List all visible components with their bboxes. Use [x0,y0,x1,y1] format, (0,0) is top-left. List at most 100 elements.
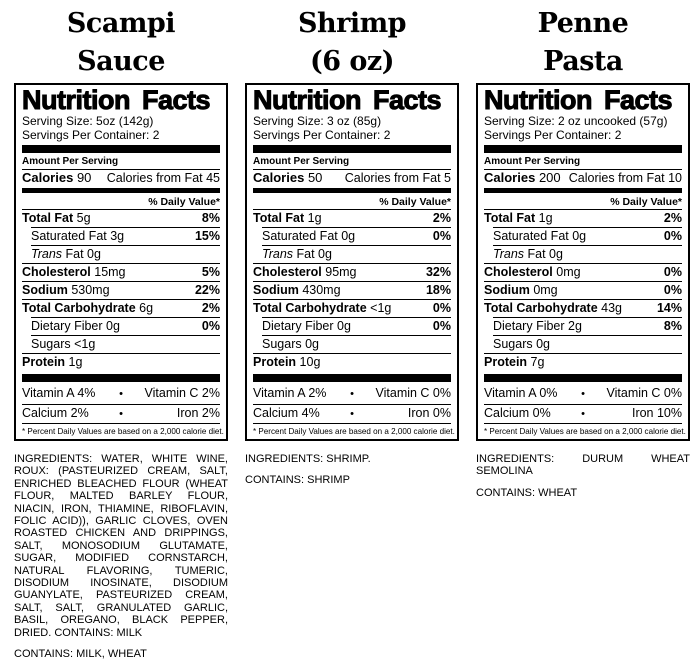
calories-value: Calories 200 [484,170,561,185]
daily-value: 0% [663,229,682,243]
divider-thin [484,299,682,300]
nutrient-amount: Fat 0g [293,247,332,261]
divider-thin [262,245,451,246]
divider-thin [253,263,451,264]
divider-thin [31,335,220,336]
calories-from-fat: Calories from Fat 10 [568,171,682,185]
nutrient-name: Total Fat [253,211,305,225]
nutrient-rows: 8% Total Fat 5g 15% Saturated Fat 3g Trans F… [22,210,220,371]
divider-medium [484,188,682,193]
divider-thin [253,299,451,300]
nutrient-row: 15% Saturated Fat 3g [22,228,220,245]
label-column: Scampi Sauce Nutrition Facts Serving Size… [14,0,228,661]
nutrient-name: Sodium [484,283,530,297]
nutrient-row: 18% Sodium 430mg [253,282,451,299]
servings-per-container: Servings Per Container: 2 [22,128,160,142]
nutrient-name: Saturated Fat [493,229,569,243]
nutrition-facts-panel: Nutrition Facts Serving Size: 5oz (142g)… [14,83,228,441]
nutrient-row: 8% Total Fat 5g [22,210,220,227]
micro-right: Iron 0% [407,405,451,420]
daily-value: 8% [201,211,220,225]
nutrient-row: 0% Saturated Fat 0g [484,228,682,245]
micronutrient-row: Vitamin A 0% • Vitamin C 0% [484,385,682,404]
daily-value: 0% [432,229,451,243]
calories-from-fat: Calories from Fat 45 [106,171,220,185]
product-title: Scampi Sauce [14,0,228,83]
divider-thick [22,145,220,153]
micronutrient-rows: Vitamin A 2% • Vitamin C 0% Calcium 4% • Iron… [253,385,451,423]
nutrient-name: Total Carbohydrate [253,301,367,315]
nutrition-facts-panel: Nutrition Facts Serving Size: 2 oz uncoo… [476,83,690,441]
footnote: * Percent Daily Values are based on a 2,… [22,426,224,436]
daily-value: 22% [194,283,220,297]
product-title-line: Sauce [77,46,165,77]
amount-per-serving-label: Amount Per Serving [253,156,350,167]
nutrient-amount: 3g [106,229,125,243]
nutrient-name: Trans [262,247,294,261]
nutrient-name: Saturated Fat [262,229,338,243]
nutrient-amount: <1g [366,301,392,315]
nutrient-row: Sugars 0g [253,336,451,353]
nutrient-row: Trans Fat 0g [253,246,451,263]
divider-thin [22,169,220,170]
divider-thin [253,209,451,210]
divider-thin [484,353,682,354]
micro-right: Iron 2% [176,405,220,420]
product-title-line: Pasta [543,46,623,77]
nutrient-rows: 2% Total Fat 1g 0% Saturated Fat 0g Trans Fa… [484,210,682,371]
divider-thin [493,317,682,318]
micronutrient-row: Vitamin A 4% • Vitamin C 2% [22,385,220,404]
calories-value: Calories 50 [253,170,323,185]
nutrient-name: Total Carbohydrate [22,301,136,315]
bullet-separator: • [350,388,354,400]
daily-value: 2% [663,211,682,225]
product-title-line: Scampi [66,8,176,39]
divider-thin [253,403,451,405]
nutrition-facts-heading: Nutrition Facts [484,85,674,115]
divider-thin [484,209,682,210]
nutrient-row: 0% Dietary Fiber 0g [253,318,451,335]
nutrient-amount: 1g [535,211,553,225]
nutrient-name: Trans [493,247,525,261]
daily-value: 0% [432,301,451,315]
calories-row: Calories 90 Calories from Fat 45 [22,170,220,186]
nutrient-amount: 95mg [321,265,357,279]
calories-from-fat: Calories from Fat 5 [344,171,451,185]
micronutrient-rows: Vitamin A 0% • Vitamin C 0% Calcium 0% • Iron… [484,385,682,423]
nutrient-amount: 0g [301,337,319,351]
micro-left: Calcium 2% [22,405,89,420]
nutrient-name: Protein [22,355,66,369]
nutrition-facts-panel: Nutrition Facts Serving Size: 3 oz (85g)… [245,83,459,441]
product-title: Penne Pasta [476,0,690,83]
nutrient-name: Sugars [262,337,302,351]
nutrient-row: 32% Cholesterol 95mg [253,264,451,281]
divider-thin [484,423,682,424]
divider-thin [31,227,220,228]
divider-thin [22,423,220,424]
ingredients-text: INGREDIENTS: DURUM WHEAT SEMOLINA [476,453,690,478]
nutrient-row: Sugars 0g [484,336,682,353]
divider-thin [22,299,220,300]
daily-value: 5% [201,265,220,279]
divider-medium [22,188,220,193]
nutrient-amount: 0g [568,229,587,243]
nutrient-amount: 10g [296,355,321,369]
servings-per-container: Servings Per Container: 2 [253,128,391,142]
nutrient-row: Trans Fat 0g [22,246,220,263]
daily-value: 15% [194,229,220,243]
nutrient-amount: 430mg [298,283,341,297]
nutrient-row: Trans Fat 0g [484,246,682,263]
product-title-line: Penne [537,8,629,39]
ingredients-text: INGREDIENTS: WATER, WHITE WINE, ROUX: (P… [14,453,228,639]
divider-thin [253,423,451,424]
nutrient-row: 2% Total Fat 1g [484,210,682,227]
contains-text: CONTAINS: MILK, WHEAT [14,648,147,661]
nutrient-amount: 5g [73,211,91,225]
bullet-separator: • [119,407,123,420]
serving-size: Serving Size: 2 oz uncooked (57g) [484,114,668,128]
divider-thick [253,374,451,382]
nutrient-row: 22% Sodium 530mg [22,282,220,299]
divider-thin [262,227,451,228]
nutrient-amount: 530mg [67,283,110,297]
